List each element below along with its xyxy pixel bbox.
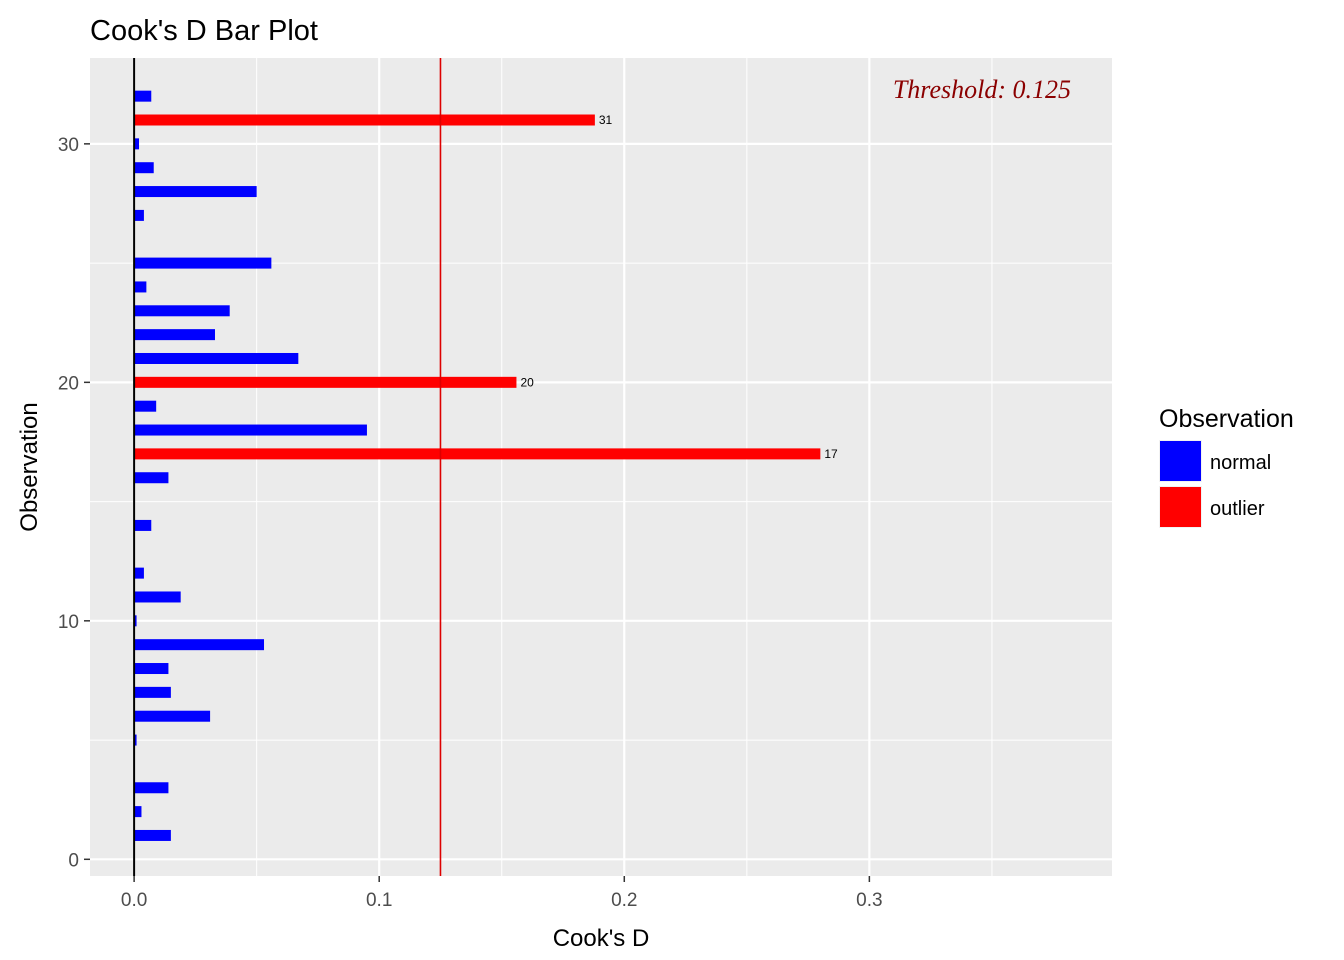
x-tick-label: 0.1 [366,890,392,911]
bar-obs-21 [134,352,299,364]
bar-obs-7 [134,686,171,698]
bar-obs-25 [134,257,272,269]
bar-obs-18 [134,424,367,436]
y-tick-label: 20 [58,373,79,394]
bar-obs-20 [134,376,517,388]
bar-obs-17 [134,448,821,460]
bar-obs-1 [134,829,171,841]
bar-obs-28 [134,186,257,198]
x-tick-label: 0.0 [121,890,147,911]
bar-obs-9 [134,639,265,651]
x-tick-label: 0.2 [611,890,637,911]
bar-obs-6 [134,710,211,722]
bar-obs-22 [134,329,215,341]
legend-label-outlier: outlier [1210,498,1265,520]
bar-obs-27 [134,209,144,221]
y-tick-label: 30 [58,135,79,156]
chart-title: Cook's D Bar Plot [90,15,318,47]
legend-swatch-normal [1160,441,1201,481]
plot-panel [90,58,1112,876]
bar-label-31: 31 [599,113,613,127]
bar-obs-16 [134,472,169,484]
bar-obs-31 [134,114,595,126]
legend-swatch-outlier [1160,487,1201,527]
bar-obs-8 [134,663,169,675]
bar-obs-30 [134,138,140,150]
bar-label-17: 17 [824,447,838,461]
x-axis-title: Cook's D [553,925,650,952]
bar-obs-10 [134,615,137,627]
bar-obs-5 [134,734,137,746]
legend-label-normal: normal [1210,452,1271,474]
x-tick-label: 0.3 [856,890,882,911]
bar-obs-23 [134,305,230,317]
bar-obs-2 [134,806,142,818]
bar-labels: 17 20 31 [520,113,838,461]
legend-title: Observation [1159,405,1294,433]
bar-label-20: 20 [520,375,534,389]
bar-obs-24 [134,281,147,293]
bar-obs-32 [134,90,152,102]
threshold-label: Threshold: 0.125 [893,75,1071,104]
legend: Observation normal outlier [1159,405,1294,528]
bar-obs-14 [134,519,152,531]
bars [134,90,821,841]
bar-obs-29 [134,162,154,174]
y-axis-title: Observation [16,402,43,531]
bar-obs-12 [134,567,144,579]
y-tick-label: 10 [58,612,79,633]
bar-obs-11 [134,591,181,603]
axes: 0.0 0.1 0.2 0.3 0 10 20 30 [58,58,883,911]
bar-obs-3 [134,782,169,794]
y-tick-label: 0 [68,850,79,871]
bar-obs-19 [134,400,157,412]
